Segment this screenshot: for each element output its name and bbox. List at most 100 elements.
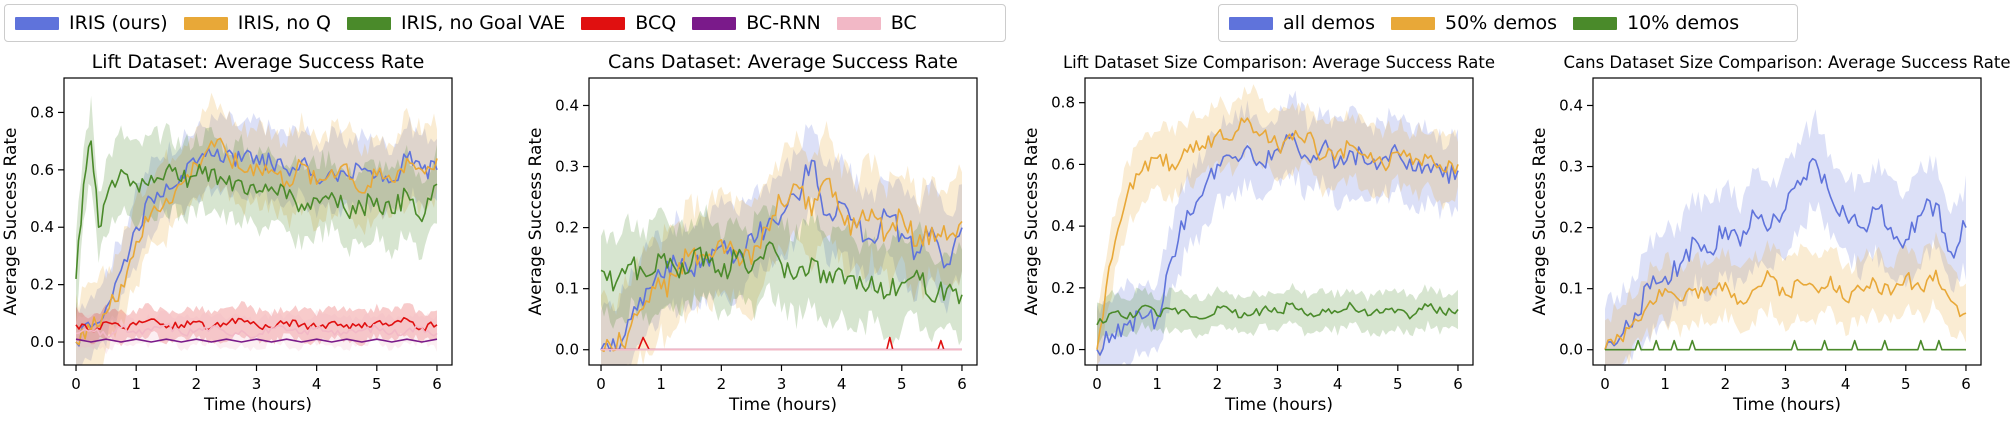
series-line-bc-rnn <box>75 338 438 343</box>
chart-panel-3: 0 1 2 3 4 5 6 0.0 0.2 0.4 0.6 0.8 Lift Dataset Size … <box>1022 53 1495 415</box>
legend-swatch <box>183 16 228 30</box>
series-line-10-demos <box>1605 339 1966 351</box>
series-line-iris-no-q <box>600 177 963 353</box>
legend-swatch <box>346 16 391 30</box>
legend-size-entry: 50% demos <box>1391 12 1557 34</box>
chart-panel-2: 0 1 2 3 4 5 6 0.0 0.1 0.2 0.3 0.4 Cans Dataset: Aver… <box>526 51 978 415</box>
x-tick-label: 4 <box>837 375 847 393</box>
y-tick-label: 0.1 <box>555 280 579 298</box>
series-band-iris-no-goal-vae <box>76 95 437 323</box>
x-tick-label: 4 <box>1333 375 1343 393</box>
y-tick-label: 0.4 <box>1559 96 1583 114</box>
series-line-all-demos <box>1604 157 1967 350</box>
legend-method-entry: IRIS, no Goal VAE <box>346 12 566 34</box>
y-tick-label: 0.3 <box>1559 158 1583 176</box>
legend-swatch <box>15 16 59 30</box>
x-tick-label: 3 <box>1273 375 1283 393</box>
chart-title: Cans Dataset: Average Success Rate <box>608 51 958 73</box>
x-tick-label: 3 <box>252 375 262 393</box>
series-band-bc <box>76 309 437 355</box>
y-axis-label: Average Success Rate <box>1022 127 1042 315</box>
y-tick-label: 0.0 <box>1051 341 1075 359</box>
x-axis-label: Time (hours) <box>1732 395 1841 415</box>
y-tick-label: 0.6 <box>1051 155 1075 173</box>
legend-label: BC-RNN <box>746 12 821 34</box>
x-tick-label: 5 <box>372 375 382 393</box>
y-tick-label: 0.3 <box>555 158 579 176</box>
y-tick-label: 0.2 <box>1559 219 1583 237</box>
x-axis-label: Time (hours) <box>1224 395 1333 415</box>
x-tick-label: 6 <box>432 375 442 393</box>
x-tick-label: 1 <box>656 375 666 393</box>
plot-area <box>600 120 963 365</box>
legend-methods-items: IRIS (ours) IRIS, no Q IRIS, no Goal VAE BC… <box>5 12 923 34</box>
legend-swatch <box>1573 16 1618 30</box>
series-line-bc <box>75 322 438 339</box>
legend-swatch <box>836 16 881 30</box>
x-axis-label: Time (hours) <box>728 395 837 415</box>
y-axis-label: Average Success Rate <box>1 127 21 315</box>
chart-title: Lift Dataset: Average Success Rate <box>92 51 425 73</box>
legend-label: all demos <box>1283 12 1376 34</box>
legend-label: BCQ <box>635 12 677 34</box>
x-tick-label: 3 <box>1781 375 1791 393</box>
legend-swatch <box>1391 16 1436 30</box>
plot-area <box>1604 109 1967 365</box>
series-line-bcq <box>75 316 438 333</box>
y-tick-label: 0.8 <box>1051 94 1075 112</box>
chart-panel-1: 0 1 2 3 4 5 6 0.0 0.2 0.4 0.6 0.8 Lift Dataset: Aver… <box>1 51 453 415</box>
x-tick-label: 2 <box>717 375 727 393</box>
x-tick-label: 3 <box>777 375 787 393</box>
legend-size-entry: 10% demos <box>1573 12 1739 34</box>
x-tick-label: 2 <box>1721 375 1731 393</box>
series-band-50-demos <box>1605 231 1966 365</box>
series-band-all-demos <box>1605 109 1966 365</box>
y-tick-label: 0.8 <box>30 103 54 121</box>
y-tick-label: 0.4 <box>555 96 579 114</box>
y-tick-label: 0.0 <box>555 341 579 359</box>
legend-size-entry: all demos <box>1229 12 1375 34</box>
y-tick-label: 0.2 <box>1051 279 1075 297</box>
series-band-iris-no-q <box>601 120 962 365</box>
y-tick-label: 0.4 <box>30 218 54 236</box>
series-band-50-demos <box>1097 84 1458 365</box>
x-tick-label: 0 <box>596 375 606 393</box>
legend-label: BC <box>890 12 917 34</box>
y-tick-label: 0.2 <box>30 276 54 294</box>
series-band-iris-no-q <box>76 92 437 365</box>
axes-frame <box>63 77 453 366</box>
x-tick-label: 5 <box>897 375 907 393</box>
x-tick-label: 5 <box>1901 375 1911 393</box>
x-tick-label: 1 <box>1152 375 1162 393</box>
x-tick-label: 0 <box>1092 375 1102 393</box>
legend-method-entry: IRIS (ours) <box>15 12 168 34</box>
x-tick-label: 6 <box>1453 375 1463 393</box>
legend-methods: IRIS (ours) IRIS, no Q IRIS, no Goal VAE BC… <box>4 4 1006 42</box>
x-tick-label: 4 <box>312 375 322 393</box>
legend-label: IRIS, no Goal VAE <box>400 12 566 34</box>
legend-swatch <box>692 16 737 30</box>
axes-frame <box>588 77 978 366</box>
chart-title: Cans Dataset Size Comparison: Average Su… <box>1564 53 2011 72</box>
y-tick-label: 0.0 <box>1559 341 1583 359</box>
y-tick-label: 0.4 <box>1051 217 1075 235</box>
y-axis-label: Average Success Rate <box>1530 127 1550 315</box>
x-tick-label: 5 <box>1393 375 1403 393</box>
chart-panel-4: 0 1 2 3 4 5 6 0.0 0.1 0.2 0.3 0.4 Cans Dataset Size … <box>1530 53 2011 415</box>
x-tick-label: 6 <box>1961 375 1971 393</box>
legend-method-entry: IRIS, no Q <box>183 12 331 34</box>
series-line-10-demos <box>1096 301 1459 326</box>
y-axis-label: Average Success Rate <box>526 127 546 315</box>
series-band-iris-ours- <box>601 124 962 365</box>
legend-label: IRIS (ours) <box>69 12 168 34</box>
legend-swatch <box>581 16 626 30</box>
series-band-all-demos <box>1097 90 1458 365</box>
x-tick-label: 6 <box>957 375 967 393</box>
x-tick-label: 2 <box>1213 375 1223 393</box>
legend-method-entry: BC-RNN <box>692 12 821 34</box>
series-line-50-demos <box>1096 117 1459 350</box>
series-band-bcq <box>76 301 437 347</box>
axes-frame <box>1084 77 1474 366</box>
legend-label: 10% demos <box>1627 12 1740 34</box>
